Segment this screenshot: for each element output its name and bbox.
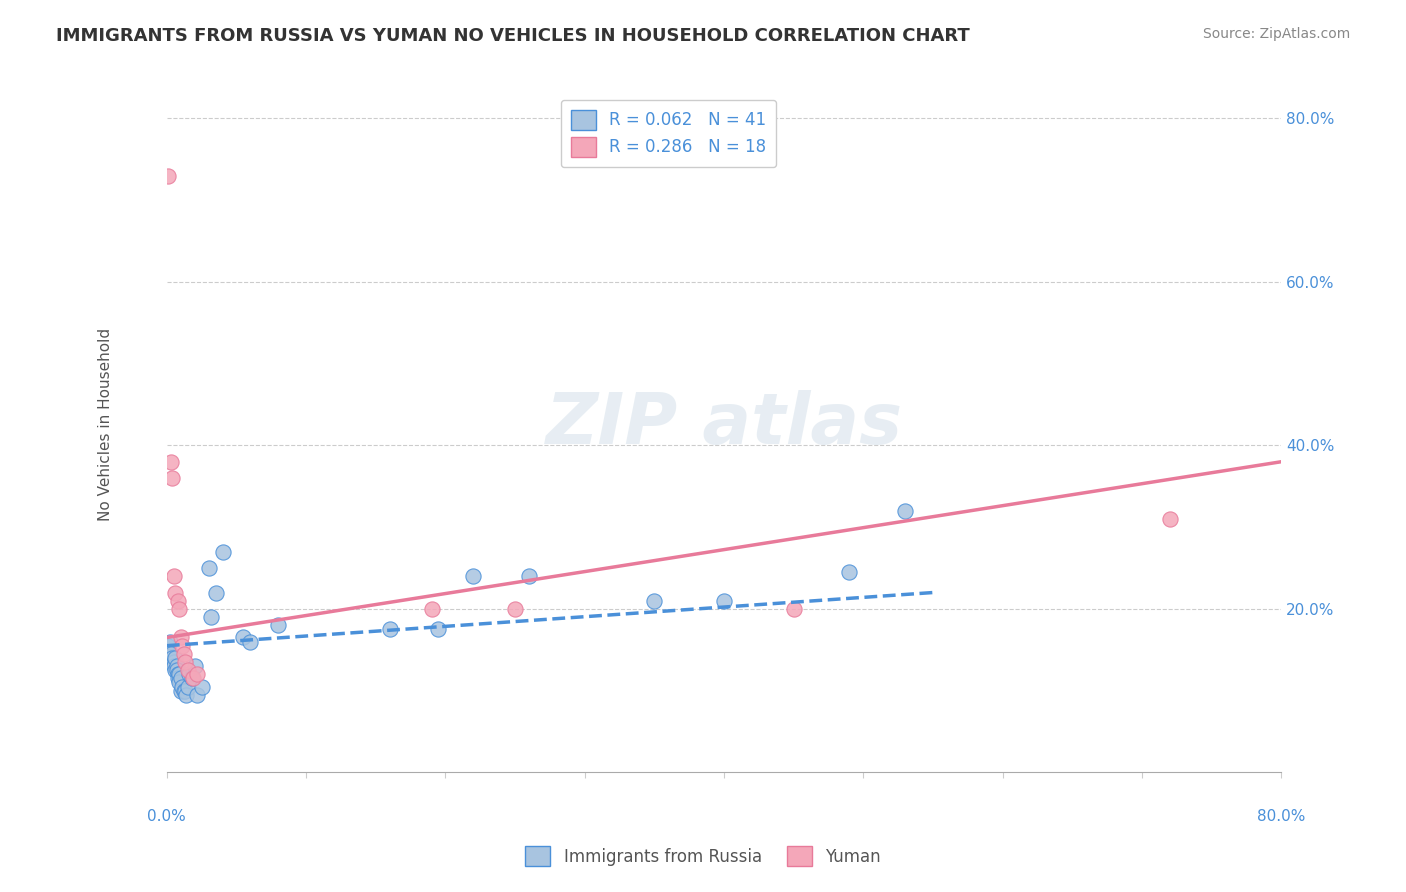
Point bbox=[157, 169, 180, 183]
Point bbox=[163, 655, 186, 669]
Point bbox=[211, 544, 233, 558]
Point bbox=[169, 667, 191, 681]
Point bbox=[162, 471, 184, 485]
Point bbox=[169, 602, 191, 616]
Point bbox=[166, 659, 188, 673]
Point bbox=[170, 631, 193, 645]
Point bbox=[165, 651, 187, 665]
Point bbox=[172, 680, 194, 694]
Point bbox=[170, 672, 193, 686]
Point bbox=[165, 585, 187, 599]
Point bbox=[186, 688, 208, 702]
Point bbox=[176, 663, 198, 677]
Point bbox=[159, 634, 181, 648]
Point bbox=[183, 659, 205, 673]
Point bbox=[894, 504, 917, 518]
Point bbox=[420, 602, 443, 616]
Point bbox=[172, 639, 194, 653]
Point bbox=[517, 569, 540, 583]
Point bbox=[167, 593, 190, 607]
Point bbox=[173, 647, 195, 661]
Point bbox=[267, 618, 290, 632]
Text: 0.0%: 0.0% bbox=[148, 809, 186, 824]
Point bbox=[427, 623, 450, 637]
Text: No Vehicles in Household: No Vehicles in Household bbox=[98, 328, 112, 522]
Legend: Immigrants from Russia, Yuman: Immigrants from Russia, Yuman bbox=[517, 838, 889, 875]
Point bbox=[167, 667, 190, 681]
Point bbox=[162, 651, 184, 665]
Point bbox=[643, 593, 665, 607]
Point bbox=[197, 561, 219, 575]
Point bbox=[503, 602, 526, 616]
Text: IMMIGRANTS FROM RUSSIA VS YUMAN NO VEHICLES IN HOUSEHOLD CORRELATION CHART: IMMIGRANTS FROM RUSSIA VS YUMAN NO VEHIC… bbox=[56, 27, 970, 45]
Point bbox=[165, 663, 187, 677]
Point bbox=[204, 585, 226, 599]
Text: 80.0%: 80.0% bbox=[1257, 809, 1306, 824]
Text: Source: ZipAtlas.com: Source: ZipAtlas.com bbox=[1202, 27, 1350, 41]
Point bbox=[783, 602, 806, 616]
Point bbox=[174, 655, 197, 669]
Point bbox=[176, 688, 198, 702]
Legend: R = 0.062   N = 41, R = 0.286   N = 18: R = 0.062 N = 41, R = 0.286 N = 18 bbox=[561, 100, 776, 167]
Point bbox=[713, 593, 735, 607]
Point bbox=[838, 565, 860, 579]
Point bbox=[173, 683, 195, 698]
Point bbox=[157, 639, 180, 653]
Point bbox=[166, 663, 188, 677]
Point bbox=[239, 634, 262, 648]
Point bbox=[169, 675, 191, 690]
Point bbox=[378, 623, 401, 637]
Point bbox=[170, 683, 193, 698]
Point bbox=[163, 569, 186, 583]
Point bbox=[160, 455, 183, 469]
Point bbox=[190, 680, 212, 694]
Point bbox=[177, 667, 200, 681]
Text: ZIP atlas: ZIP atlas bbox=[546, 391, 903, 459]
Point bbox=[176, 680, 198, 694]
Point bbox=[1159, 512, 1181, 526]
Point bbox=[180, 672, 202, 686]
Point bbox=[167, 672, 190, 686]
Point bbox=[163, 659, 186, 673]
Point bbox=[463, 569, 485, 583]
Point bbox=[200, 610, 222, 624]
Point bbox=[174, 683, 197, 698]
Point bbox=[181, 672, 204, 686]
Point bbox=[186, 667, 208, 681]
Point bbox=[160, 647, 183, 661]
Point bbox=[232, 631, 254, 645]
